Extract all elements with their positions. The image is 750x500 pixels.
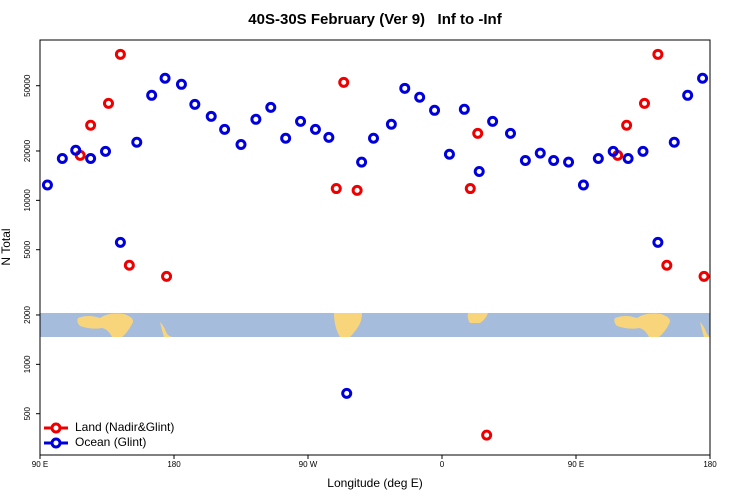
y-tick-label: 10000	[23, 189, 32, 212]
chart-title: 40S-30S February (Ver 9) Inf to -Inf	[248, 11, 502, 28]
point	[473, 165, 485, 177]
point	[577, 179, 589, 191]
point	[161, 270, 173, 282]
legend-marker	[50, 422, 62, 434]
point	[385, 118, 397, 130]
y-tick-label: 20000	[23, 139, 32, 162]
point	[652, 236, 664, 248]
x-axis-label: Longitude (deg E)	[327, 476, 422, 490]
point	[175, 78, 187, 90]
point	[682, 89, 694, 101]
point	[114, 48, 126, 60]
map-band	[40, 313, 710, 337]
x-tick-label: 180	[703, 460, 717, 469]
map-land	[614, 313, 670, 337]
point	[698, 270, 710, 282]
point	[309, 123, 321, 135]
y-tick-label: 50000	[23, 74, 32, 97]
map-land	[77, 313, 133, 337]
legend-label: Ocean (Glint)	[75, 435, 146, 449]
map-land	[160, 322, 172, 337]
point	[85, 119, 97, 131]
point	[548, 154, 560, 166]
y-tick-label: 5000	[23, 240, 32, 258]
y-tick-label: 1000	[23, 355, 32, 373]
point	[100, 145, 112, 157]
x-tick-label: 180	[167, 460, 181, 469]
point	[330, 183, 342, 195]
y-tick-label: 500	[23, 406, 32, 420]
plot-frame	[39, 39, 711, 456]
point	[668, 136, 680, 148]
point	[487, 115, 499, 127]
point	[621, 119, 633, 131]
point	[443, 148, 455, 160]
point	[351, 184, 363, 196]
x-tick-label: 0	[440, 460, 445, 469]
point	[429, 104, 441, 116]
point	[189, 98, 201, 110]
point	[70, 144, 82, 156]
x-tick-label: 90 E	[32, 460, 48, 469]
map-land	[334, 313, 362, 337]
point	[219, 123, 231, 135]
point	[295, 115, 307, 127]
legend-label: Land (Nadir&Glint)	[75, 420, 174, 434]
point	[458, 103, 470, 115]
x-tick-label: 90 E	[568, 460, 584, 469]
point	[131, 136, 143, 148]
map-land	[700, 322, 710, 337]
point	[563, 156, 575, 168]
x-tick-label: 90 W	[299, 460, 318, 469]
point	[265, 101, 277, 113]
point	[338, 76, 350, 88]
point	[41, 179, 53, 191]
point	[368, 132, 380, 144]
point	[123, 259, 135, 271]
point	[652, 48, 664, 60]
y-axis-label: N Total	[0, 228, 13, 265]
legend-marker	[50, 437, 62, 449]
point	[481, 429, 493, 441]
point	[504, 127, 516, 139]
point	[356, 156, 368, 168]
point	[622, 152, 634, 164]
point	[697, 72, 709, 84]
point	[323, 131, 335, 143]
point	[235, 139, 247, 151]
point	[661, 259, 673, 271]
point	[637, 145, 649, 157]
point	[592, 152, 604, 164]
point	[638, 97, 650, 109]
point	[85, 152, 97, 164]
y-tick-label: 2000	[23, 306, 32, 324]
point	[534, 147, 546, 159]
point	[472, 127, 484, 139]
point	[280, 132, 292, 144]
point	[205, 110, 217, 122]
map-ocean	[40, 313, 710, 337]
point	[464, 183, 476, 195]
map-land	[467, 313, 488, 323]
point	[519, 154, 531, 166]
point	[114, 236, 126, 248]
point	[56, 152, 68, 164]
point	[414, 91, 426, 103]
point	[250, 113, 262, 125]
point	[102, 97, 114, 109]
point	[399, 82, 411, 94]
point	[341, 387, 353, 399]
point	[607, 145, 619, 157]
point	[146, 89, 158, 101]
point	[159, 72, 171, 84]
